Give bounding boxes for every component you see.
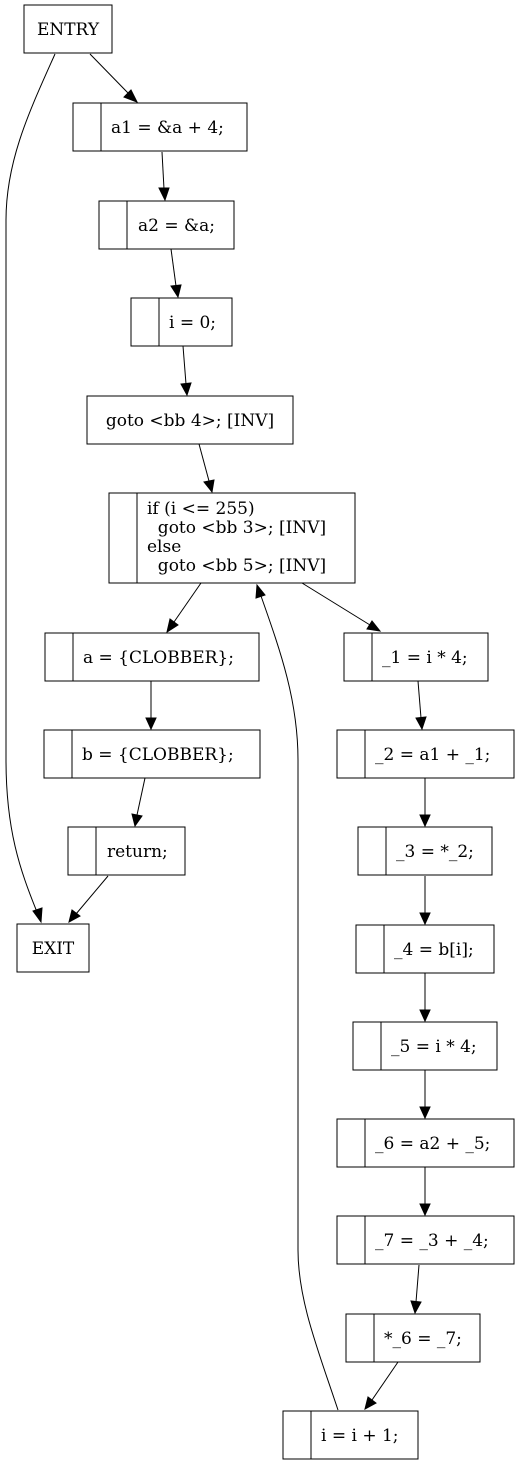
arrowhead	[419, 1106, 431, 1120]
arrowhead	[68, 909, 81, 923]
arrowhead	[366, 620, 382, 632]
node-t4: _4 = b[i];	[355, 924, 495, 974]
node-cond-line-3: else	[147, 537, 181, 557]
edge-iinc-to-cond	[260, 595, 339, 1411]
node-a2-assign-label: a2 = &a;	[138, 216, 215, 236]
node-return: return;	[67, 826, 186, 876]
node-t4-label: _4 = b[i];	[394, 940, 474, 960]
node-a2-assign: a2 = &a;	[98, 200, 235, 250]
arrowhead	[166, 618, 179, 634]
edge-a1-to-a2	[161, 151, 165, 190]
node-t1: _1 = i * 4;	[343, 632, 489, 682]
node-i-init-label: i = 0;	[169, 313, 216, 333]
edge-bclobber-to-return	[136, 777, 146, 816]
node-t3: _3 = *_2;	[357, 826, 493, 876]
node-t2-label: _2 = a1 + _1;	[375, 745, 490, 765]
node-t5-label: _5 = i * 4;	[391, 1037, 477, 1057]
node-t2: _2 = a1 + _1;	[336, 729, 515, 779]
arrowhead	[203, 479, 215, 494]
arrowhead	[170, 284, 182, 299]
edge-a2-to-iinit	[170, 248, 177, 287]
node-t3-label: _3 = *_2;	[396, 842, 474, 862]
edge-t1-to-t2	[417, 680, 422, 719]
edge-cond-to-aclobber	[173, 582, 202, 623]
arrowhead	[32, 907, 43, 924]
node-entry-label: ENTRY	[37, 20, 100, 40]
arrowhead	[410, 1300, 422, 1315]
node-cond-line-4: goto <bb 5>; [INV]	[147, 556, 326, 576]
node-a-clobber: a = {CLOBBER};	[44, 632, 260, 682]
arrowhead	[180, 382, 192, 397]
arrowhead	[158, 187, 170, 202]
node-t7: _7 = _3 + _4;	[336, 1215, 515, 1265]
node-a1-assign: a1 = &a + 4;	[72, 102, 248, 152]
edge-store-to-iinc	[371, 1361, 399, 1401]
node-cond-line-2: goto <bb 3>; [INV]	[147, 518, 326, 538]
arrowhead	[419, 814, 431, 828]
node-b-clobber-label: b = {CLOBBER};	[82, 745, 234, 765]
arrowhead	[131, 813, 143, 828]
node-cond-line-1: if (i <= 255)	[147, 499, 255, 519]
arrowhead	[123, 89, 139, 103]
node-goto-bb4-label: goto <bb 4>; [INV]	[106, 411, 274, 431]
node-a1-assign-label: a1 = &a + 4;	[111, 118, 224, 138]
node-i-init: i = 0;	[130, 297, 233, 347]
node-t6: _6 = a2 + _5;	[336, 1118, 515, 1168]
node-t5: _5 = i * 4;	[352, 1021, 498, 1071]
node-t1-label: _1 = i * 4;	[382, 648, 468, 668]
edge-entry-to-a1	[89, 53, 129, 94]
edge-cond-to-t1	[301, 582, 371, 626]
node-entry: ENTRY	[23, 4, 113, 54]
edge-return-to-exit	[75, 875, 109, 915]
node-b-clobber: b = {CLOBBER};	[43, 729, 261, 779]
node-t6-label: _6 = a2 + _5;	[375, 1134, 490, 1154]
node-exit: EXIT	[16, 923, 90, 973]
node-goto-bb4: goto <bb 4>; [INV]	[86, 395, 294, 445]
edges	[5, 53, 431, 1411]
node-a-clobber-label: a = {CLOBBER};	[83, 648, 234, 668]
arrowhead	[364, 1396, 377, 1410]
arrowhead	[419, 1203, 431, 1217]
edge-goto-to-cond	[198, 443, 210, 482]
arrowhead	[255, 583, 266, 599]
arrowhead	[145, 717, 157, 731]
node-return-label: return;	[107, 842, 168, 862]
edge-t7-to-store	[415, 1264, 420, 1303]
node-cond: if (i <= 255) goto <bb 3>; [INV] else go…	[108, 492, 356, 584]
node-exit-label: EXIT	[32, 939, 75, 959]
arrowhead	[419, 1009, 431, 1023]
node-t7-label: _7 = _3 + _4;	[375, 1231, 489, 1251]
arrowhead	[419, 912, 431, 926]
node-i-inc: i = i + 1;	[282, 1410, 419, 1460]
node-store: *_6 = _7;	[345, 1313, 481, 1363]
node-store-label: *_6 = _7;	[384, 1329, 462, 1349]
edge-entry-to-exit	[5, 53, 56, 913]
arrowhead	[415, 716, 427, 731]
edge-iinit-to-goto	[182, 345, 187, 385]
node-i-inc-label: i = i + 1;	[321, 1426, 399, 1446]
